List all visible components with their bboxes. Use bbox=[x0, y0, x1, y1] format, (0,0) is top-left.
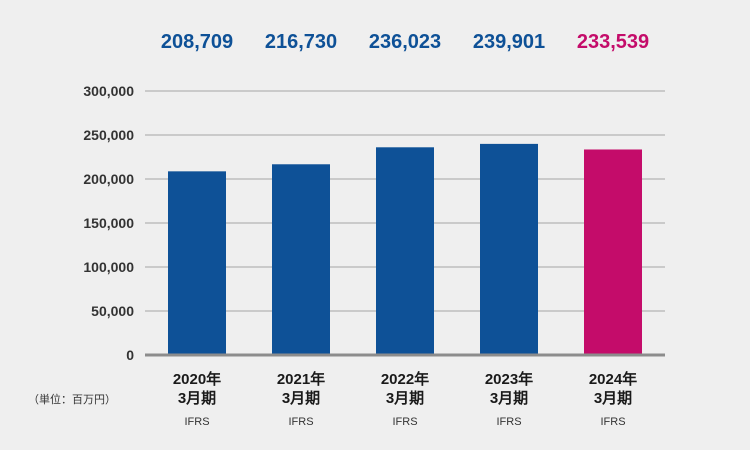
value-label: 216,730 bbox=[265, 31, 337, 53]
standard-label: IFRS bbox=[184, 416, 209, 428]
y-tick-label: 50,000 bbox=[91, 303, 134, 319]
y-tick-label: 200,000 bbox=[83, 171, 134, 187]
value-label: 236,023 bbox=[369, 31, 441, 53]
category-label: 2023年 bbox=[485, 370, 533, 388]
period-label: 3月期 bbox=[490, 389, 528, 407]
y-tick-label: 150,000 bbox=[83, 215, 134, 231]
standard-label: IFRS bbox=[496, 416, 521, 428]
category-label: 2022年 bbox=[381, 370, 429, 388]
period-label: 3月期 bbox=[386, 389, 424, 407]
bars bbox=[168, 143, 642, 355]
bar-5 bbox=[584, 149, 642, 355]
bar-2 bbox=[272, 164, 330, 355]
bar-1 bbox=[168, 171, 226, 355]
category-label: 2020年 bbox=[173, 370, 221, 388]
value-label: 239,901 bbox=[473, 31, 545, 53]
period-label: 3月期 bbox=[178, 389, 216, 407]
bar-4 bbox=[480, 143, 538, 355]
period-label: 3月期 bbox=[594, 389, 632, 407]
y-tick-label: 300,000 bbox=[83, 83, 134, 99]
y-tick-label: 100,000 bbox=[83, 259, 134, 275]
y-tick-label: 250,000 bbox=[83, 127, 134, 143]
y-tick-label: 0 bbox=[126, 347, 134, 363]
category-label: 2024年 bbox=[589, 370, 637, 388]
category-label: 2021年 bbox=[277, 370, 325, 388]
labels: 0 50,000 100,000 150,000 200,000 250,000 300,0… bbox=[28, 31, 649, 428]
standard-label: IFRS bbox=[288, 416, 313, 428]
bar-3 bbox=[376, 147, 434, 355]
unit-label: （単位：百万円） bbox=[28, 392, 116, 406]
value-label: 233,539 bbox=[577, 31, 649, 53]
standard-label: IFRS bbox=[392, 416, 417, 428]
standard-label: IFRS bbox=[600, 416, 625, 428]
period-label: 3月期 bbox=[282, 389, 320, 407]
value-label: 208,709 bbox=[161, 31, 233, 53]
